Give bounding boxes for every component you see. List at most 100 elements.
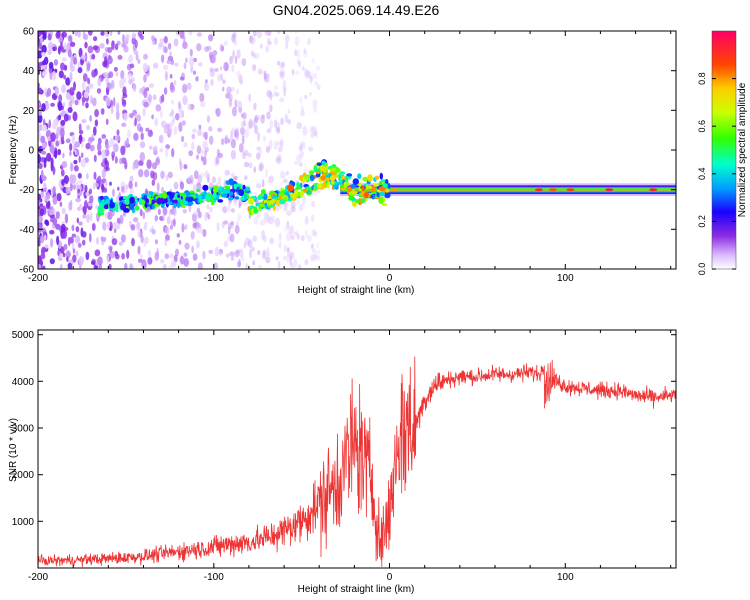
- heatmap-noise-cell: [298, 203, 304, 212]
- heatmap-noise-cell: [259, 162, 264, 171]
- heatmap-noise-cell: [174, 62, 179, 67]
- heatmap-noise-cell: [218, 251, 223, 257]
- heatmap-noise-cell: [184, 224, 188, 230]
- heatmap-noise-cell: [77, 172, 82, 179]
- heatmap-track-cell: [287, 184, 294, 192]
- heatmap-noise-cell: [230, 138, 236, 149]
- heatmap-noise-cell: [183, 258, 189, 267]
- heatmap-noise-cell: [42, 265, 46, 269]
- heatmap-noise-cell: [298, 146, 302, 151]
- heatmap-noise-cell: [241, 58, 247, 67]
- heatmap-noise-cell: [69, 182, 73, 192]
- y-tick-label: 20: [23, 106, 35, 117]
- heatmap-noise-cell: [301, 195, 307, 206]
- heatmap-noise-cell: [91, 53, 96, 60]
- heatmap-noise-cell: [215, 107, 221, 117]
- heatmap-noise-cell: [197, 129, 203, 137]
- heatmap-noise-cell: [92, 45, 99, 51]
- heatmap-noise-cell: [186, 82, 192, 91]
- heatmap-noise-cell: [87, 31, 93, 36]
- heatmap-noise-cell: [51, 71, 57, 81]
- heatmap-noise-cell: [127, 129, 131, 139]
- heatmap-track-cell: [177, 201, 181, 209]
- heatmap-noise-cell: [308, 128, 314, 133]
- heatmap-track-cell: [181, 204, 186, 209]
- heatmap-track-cell: [259, 203, 264, 208]
- heatmap-noise-cell: [204, 82, 207, 88]
- heatmap-noise-cell: [151, 179, 155, 186]
- heatmap-noise-cell: [121, 252, 125, 260]
- heatmap-track-cell: [299, 190, 304, 198]
- heatmap-noise-cell: [187, 176, 191, 183]
- heatmap-noise-cell: [236, 49, 241, 59]
- heatmap-noise-cell: [279, 69, 286, 77]
- heatmap-track-cell: [185, 196, 189, 202]
- heatmap-noise-cell: [129, 113, 134, 119]
- heatmap-noise-cell: [178, 108, 183, 118]
- x-tick-label: -100: [204, 273, 224, 284]
- heatmap-noise-cell: [149, 145, 153, 150]
- heatmap-noise-cell: [52, 46, 56, 52]
- heatmap-noise-cell: [103, 56, 108, 66]
- heatmap-noise-cell: [182, 95, 188, 106]
- heatmap-track-cell: [128, 204, 135, 211]
- heatmap-noise-cell: [110, 104, 114, 115]
- y-tick-label: -60: [20, 265, 35, 276]
- heatmap-noise-cell: [132, 83, 137, 92]
- heatmap-noise-cell: [279, 72, 285, 80]
- heatmap-noise-cell: [133, 50, 139, 56]
- heatmap-noise-cell: [221, 45, 225, 52]
- heatmap-track-cell: [109, 199, 113, 206]
- heatmap-noise-cell: [140, 235, 144, 244]
- heatmap-noise-cell: [169, 253, 174, 259]
- heatmap-noise-cell: [57, 148, 61, 156]
- heatmap-noise-cell: [143, 101, 149, 108]
- heatmap-track-cell: [100, 201, 108, 205]
- x-tick-label: -100: [204, 572, 224, 583]
- heatmap-noise-cell: [69, 72, 73, 79]
- heatmap-noise-cell: [269, 104, 273, 113]
- heatmap-noise-cell: [164, 147, 169, 158]
- heatmap-noise-cell: [243, 120, 246, 127]
- heatmap-noise-cell: [316, 84, 321, 91]
- heatmap-track-cell: [374, 175, 379, 180]
- heatmap-noise-cell: [131, 32, 136, 39]
- heatmap-noise-cell: [267, 41, 272, 46]
- heatmap-noise-cell: [78, 129, 84, 135]
- heatmap-track-cell: [151, 204, 155, 209]
- heatmap-noise-cell: [89, 137, 95, 142]
- heatmap-noise-cell: [114, 43, 119, 51]
- heatmap-noise-cell: [92, 97, 97, 107]
- heatmap-noise-cell: [182, 83, 188, 94]
- heatmap-noise-cell: [204, 212, 208, 222]
- heatmap-noise-cell: [220, 138, 225, 146]
- heatmap-track-cell: [196, 188, 201, 193]
- heatmap-noise-cell: [46, 192, 51, 200]
- heatmap-noise-cell: [277, 146, 283, 153]
- colorbar-gradient: [712, 31, 736, 269]
- heatmap-noise-cell: [265, 45, 270, 53]
- heatmap-noise-cell: [89, 212, 93, 222]
- heatmap-noise-cell: [239, 248, 244, 258]
- heatmap-noise-cell: [238, 202, 241, 209]
- heatmap-track-cell: [101, 212, 105, 216]
- heatmap-noise-cell: [143, 74, 147, 83]
- heatmap-noise-cell: [197, 62, 203, 67]
- heatmap-noise-cell: [45, 201, 51, 209]
- heatmap-track-cell: [385, 179, 389, 185]
- heatmap-noise-cell: [182, 209, 187, 214]
- heatmap-noise-cell: [58, 139, 62, 145]
- heatmap-track-cell: [348, 195, 354, 201]
- heatmap-noise-cell: [182, 35, 186, 43]
- heatmap-noise-cell: [269, 91, 273, 101]
- heatmap-noise-cell: [116, 217, 121, 222]
- heatmap-noise-cell: [282, 171, 286, 179]
- heatmap-noise-cell: [313, 248, 318, 258]
- heatmap-noise-cell: [249, 249, 252, 259]
- heatmap-noise-cell: [72, 184, 76, 190]
- heatmap-noise-cell: [111, 154, 115, 161]
- heatmap-noise-cell: [266, 31, 272, 36]
- heatmap-noise-cell: [289, 251, 295, 260]
- heatmap-noise-cell: [128, 180, 133, 189]
- heatmap-noise-cell: [49, 238, 54, 248]
